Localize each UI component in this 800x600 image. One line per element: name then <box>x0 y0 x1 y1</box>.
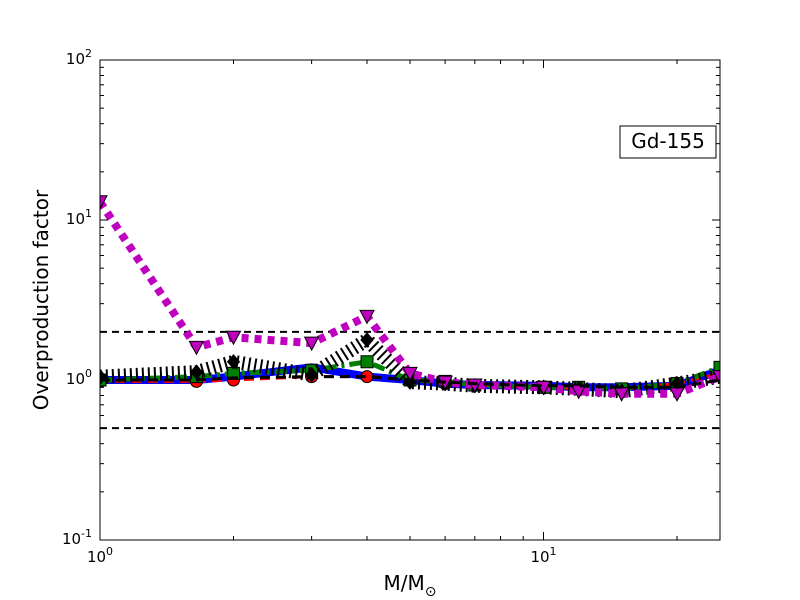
series-3-marker-3 <box>304 366 319 383</box>
series-4-marker-9 <box>570 384 587 400</box>
isotope-label: Gd-155 <box>631 129 705 153</box>
y-tick-label-3: 102 <box>66 47 92 68</box>
y-tick-label-0: 10-1 <box>62 527 92 548</box>
x-axis-label: M/M⊙ <box>384 571 437 600</box>
series-4-marker-5 <box>402 366 418 382</box>
x-tick-label-0: 100 <box>87 545 113 566</box>
series-4-marker-11 <box>669 387 685 402</box>
x-tick-label-1: 101 <box>530 545 556 566</box>
y-tick-label-2: 101 <box>66 207 92 228</box>
series-4-marker-4 <box>359 309 375 325</box>
series-2-marker-4 <box>360 355 374 369</box>
series-4-marker-2 <box>225 330 242 346</box>
series-2-marker-12 <box>713 360 720 374</box>
y-tick-label-1: 100 <box>66 367 92 388</box>
series-3-marker-2 <box>226 354 241 370</box>
series-line-4 <box>100 199 720 398</box>
series-4-marker-0 <box>100 195 108 210</box>
series-group <box>100 195 720 430</box>
series-4-marker-3 <box>303 336 320 352</box>
annotation-box: Gd-155 <box>619 125 717 159</box>
series-line-5 <box>100 375 720 389</box>
series-4-marker-1 <box>188 340 205 356</box>
series-3-marker-4 <box>360 332 374 348</box>
y-axis-label: Overproduction factor <box>29 189 53 410</box>
plot-area <box>100 195 720 430</box>
